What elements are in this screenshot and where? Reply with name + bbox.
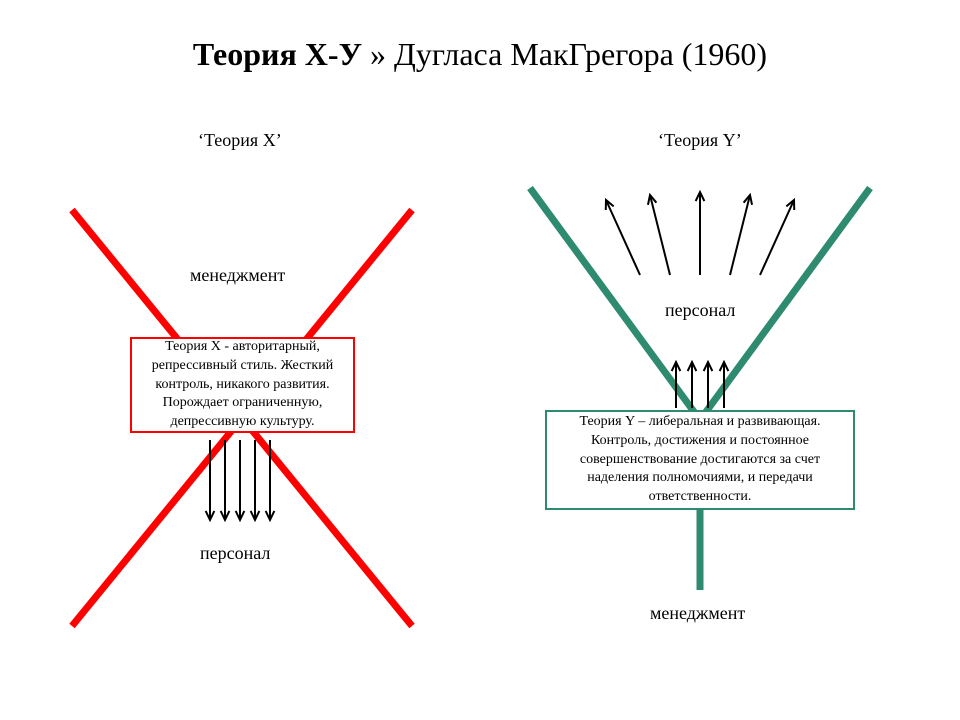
theory-y-box: Теория Y – либеральная и развивающая. Ко…	[545, 410, 855, 510]
theory-y-box-text: Теория Y – либеральная и развивающая. Ко…	[555, 413, 845, 507]
theory-y-top-label: персонал	[665, 300, 735, 321]
theory-y-subheading: ‘Теория Y’	[658, 130, 742, 151]
theory-y-shape	[0, 0, 960, 720]
theory-y-bottom-label: менеджмент	[650, 603, 745, 624]
